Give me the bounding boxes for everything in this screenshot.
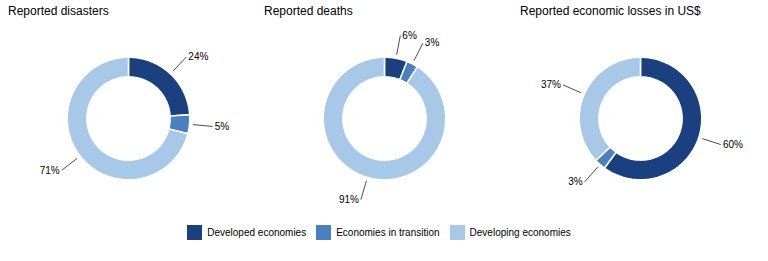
svg-text:91%: 91% [339,194,359,205]
svg-text:3%: 3% [568,176,583,187]
svg-text:24%: 24% [188,51,208,62]
svg-text:60%: 60% [723,139,743,150]
html-text:Developed economies: Developed economies [207,227,307,238]
html-text:Reported disasters: Reported disasters [8,4,109,18]
svg-text:5%: 5% [215,121,230,132]
svg-text:71%: 71% [40,165,60,176]
svg-text:3%: 3% [425,37,440,48]
html-text:Developing economies: Developing economies [469,227,571,238]
html-text:Economies in transition: Economies in transition [336,227,440,238]
html-text:Reported economic losses in US: Reported economic losses in US$ [520,4,701,18]
svg-text:37%: 37% [541,79,561,90]
svg-text:6%: 6% [402,30,417,41]
html-text:Reported deaths: Reported deaths [264,4,353,18]
